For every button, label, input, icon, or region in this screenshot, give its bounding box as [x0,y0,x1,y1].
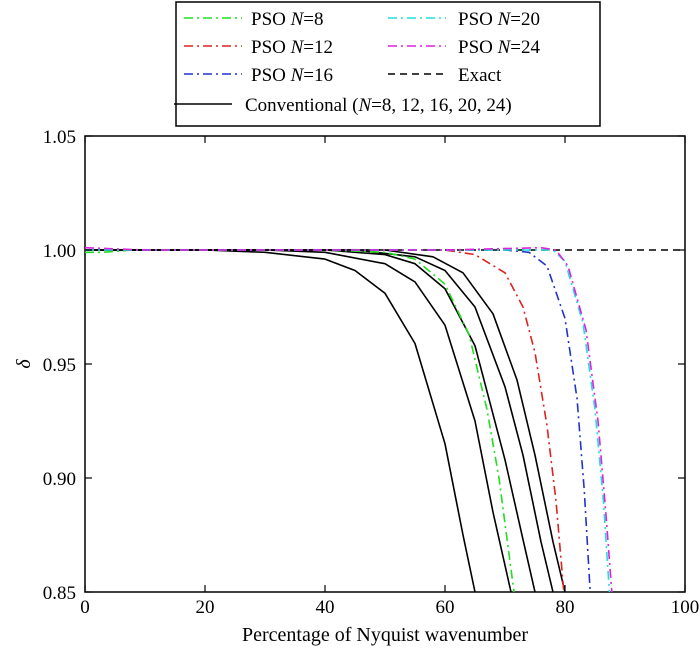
series-layer [85,246,685,592]
series-line-1 [85,249,476,592]
y-axis-label: δ [13,359,35,369]
legend-label-3: Conventional (N=8, 12, 16, 20, 24) [245,95,512,116]
x-tick-label: 0 [80,597,90,618]
legend-label-4: PSO N=20 [458,9,540,30]
series-line-8 [85,249,591,592]
legend-box [175,1,601,127]
series-line-9 [85,249,611,592]
legend: PSO N=8 PSO N=12 PSO N=16 Conventional (N=8… [174,9,541,116]
x-tick-label: 60 [436,597,455,618]
x-tick-label: 40 [316,597,335,618]
x-axis-label: Percentage of Nyquist wavenumber [242,624,528,646]
ticks-layer: 0 20 40 60 80 100 0.85 0.90 0.95 1.00 1.05 [43,127,700,618]
legend-label-1: PSO N=12 [251,37,333,58]
y-tick-label: 1.05 [43,127,76,148]
legend-label-0: PSO N=8 [251,9,324,30]
series-line-10 [85,246,613,592]
y-tick-label: 0.95 [43,355,76,376]
y-tick-label: 0.85 [43,583,76,604]
y-tick-label: 1.00 [43,241,76,262]
x-tick-label: 80 [556,597,575,618]
x-tick-label: 100 [671,597,700,618]
series-line-5 [85,249,566,592]
x-tick-label: 20 [196,597,215,618]
legend-label-2: PSO N=16 [251,65,333,86]
y-tick-label: 0.90 [43,469,76,490]
legend-label-5: PSO N=24 [458,37,541,58]
plot-area [84,135,686,593]
legend-label-6: Exact [458,65,502,86]
